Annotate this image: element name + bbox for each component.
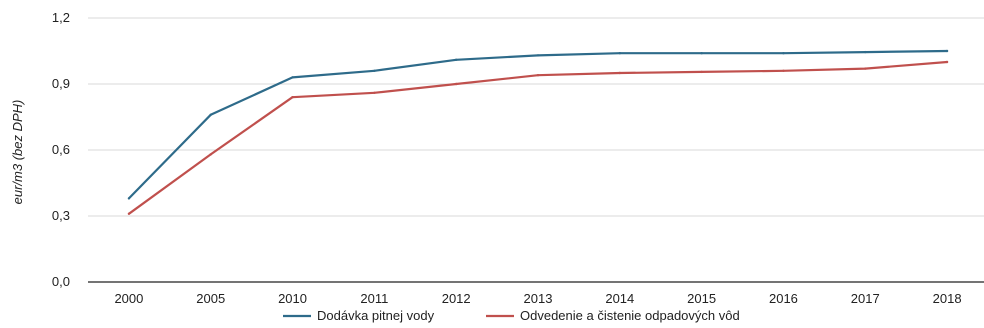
data-point [618,71,622,75]
x-tick-label: 2018 [933,291,962,306]
data-point [291,96,294,99]
data-point [373,91,376,95]
series-line-2 [128,60,948,215]
legend-item: Dodávka pitnej vody [283,308,435,323]
x-tick-label: 2011 [360,291,388,306]
data-point [291,76,294,79]
data-point [536,54,540,57]
x-tick-label: 2013 [524,291,553,306]
data-point [127,197,131,200]
data-point [700,70,703,74]
legend-item: Odvedenie a čistenie odpadových vôd [486,308,740,323]
legend: Dodávka pitnej vody Odvedenie a čistenie … [283,308,740,323]
x-tick-label: 2016 [769,291,798,306]
data-point [782,69,785,73]
y-axis-label: eur/m3 (bez DPH) [10,100,25,205]
data-point [945,49,949,53]
data-point [454,82,458,86]
data-point [782,52,785,55]
data-point [864,67,867,70]
data-point [536,74,540,77]
x-tick-label: 2017 [851,291,880,306]
y-tick-label: 0,6 [52,142,70,157]
data-point [945,60,949,64]
y-axis-tick-labels: 0,0 0,3 0,6 0,9 1,2 [52,10,70,289]
data-point [700,52,703,55]
x-tick-label: 2005 [196,291,225,306]
data-point [209,113,212,117]
y-tick-label: 1,2 [52,10,70,25]
x-tick-label: 2015 [687,291,716,306]
x-axis-tick-labels: 2000 2005 2010 2011 2012 2013 2014 2015 2016 2017… [114,291,961,306]
y-tick-label: 0,9 [52,76,70,91]
x-tick-label: 2010 [278,291,307,306]
legend-label: Dodávka pitnej vody [317,308,435,323]
data-point [864,50,867,54]
x-tick-label: 2014 [605,291,634,306]
y-tick-label: 0,3 [52,208,70,223]
data-point [618,52,622,55]
gridlines [88,17,984,283]
data-point [373,69,376,73]
x-tick-label: 2000 [114,291,143,306]
data-point [454,58,458,61]
y-tick-label: 0,0 [52,274,70,289]
series-lines [127,49,949,215]
data-point [209,153,212,156]
x-tick-label: 2012 [442,291,471,306]
legend-label: Odvedenie a čistenie odpadových vôd [520,308,740,323]
data-point [127,212,131,215]
